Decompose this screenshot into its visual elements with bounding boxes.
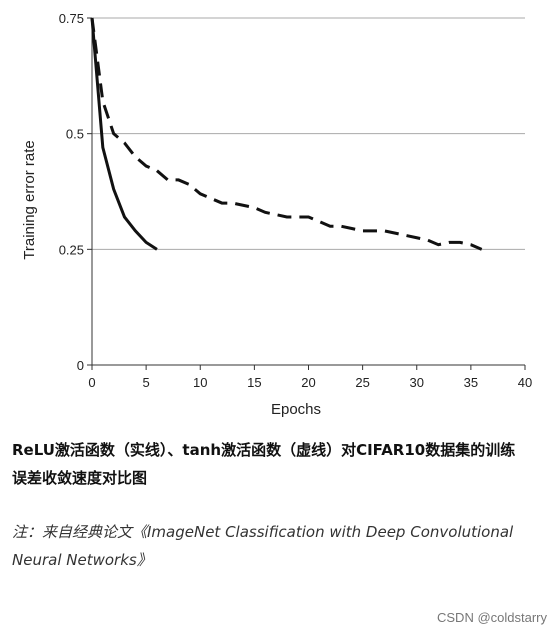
x-tick-label: 15 [247, 375, 261, 390]
x-tick-label: 30 [410, 375, 424, 390]
x-tick-label: 0 [88, 375, 95, 390]
x-tick-label: 10 [193, 375, 207, 390]
x-tick-label: 20 [301, 375, 315, 390]
y-tick-label: 0 [77, 358, 84, 373]
x-tick-label: 40 [518, 375, 532, 390]
watermark: CSDN @coldstarry [437, 610, 547, 625]
caption-line: 误差收敛速度对比图 [12, 469, 148, 487]
series-line [90, 17, 483, 251]
y-axis-title: Training error rate [21, 140, 38, 260]
x-tick-label: 25 [355, 375, 369, 390]
caption-line: ReLU激活函数（实线）、tanh激活函数（虚线）对CIFAR10数据集的训练 [12, 441, 516, 459]
y-tick-label: 0.5 [66, 127, 84, 142]
note-line: 注：来自经典论文《ImageNet Classification with De… [12, 523, 514, 541]
y-tick-label: 0.25 [59, 242, 84, 257]
y-tick-label: 0.75 [59, 11, 84, 26]
chart: Epochs Training error rate 0 0.25 0.5 0.75 0… [21, 11, 532, 418]
caption: ReLU激活函数（实线）、tanh激活函数（虚线）对CIFAR10数据集的训练 … [12, 436, 515, 492]
x-tick-label: 35 [464, 375, 478, 390]
x-axis-title: Epochs [271, 401, 321, 418]
note-line: Neural Networks》 [12, 551, 152, 569]
note: 注：来自经典论文《ImageNet Classification with De… [12, 518, 513, 574]
series-line [90, 17, 158, 251]
x-tick-label: 5 [143, 375, 150, 390]
